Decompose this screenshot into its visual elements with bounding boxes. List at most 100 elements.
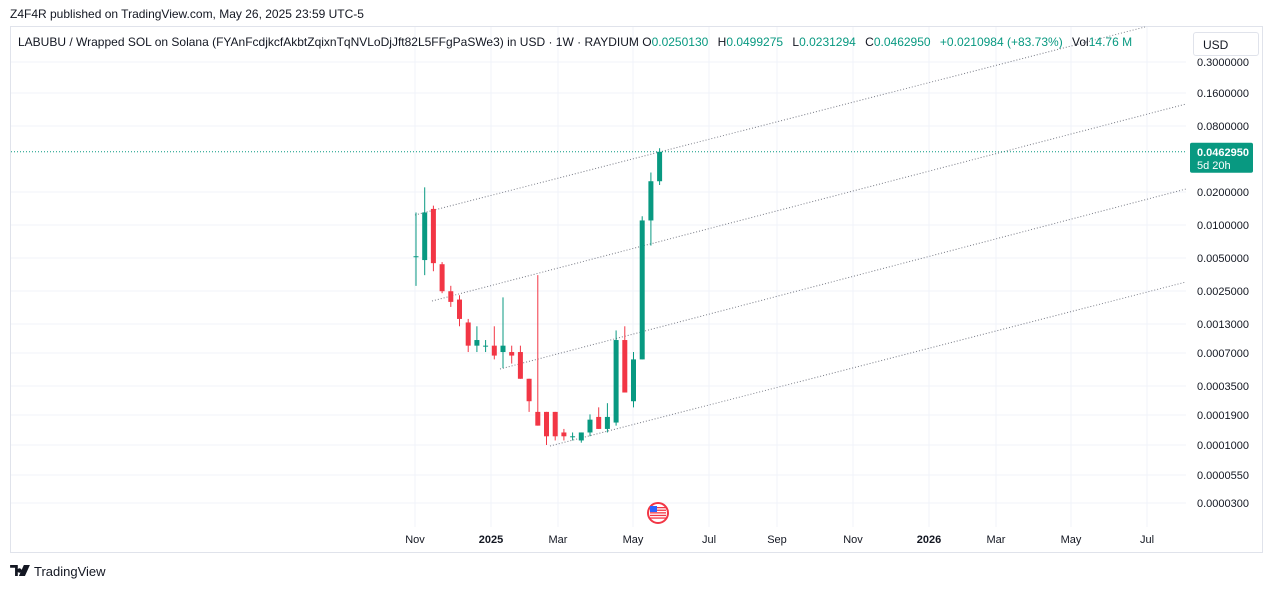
candle (544, 411, 549, 445)
candle-body (657, 151, 663, 182)
candle-body (491, 345, 497, 356)
y-tick-label: 0.0007000 (1197, 348, 1249, 360)
candle-body (474, 340, 480, 346)
candle (535, 275, 541, 426)
y-tick-label: 0.0025000 (1197, 286, 1249, 298)
x-tick-label: Mar (987, 534, 1006, 546)
candle (509, 345, 515, 364)
candle-body (631, 359, 636, 402)
candle (604, 403, 610, 433)
candle (517, 345, 523, 379)
candle (613, 330, 619, 426)
candle (552, 411, 558, 441)
flag-stripe (650, 512, 666, 514)
change-value: +0.0210984 (+83.73%) (939, 35, 1063, 49)
close-value: 0.0462950 (873, 35, 931, 49)
x-tick-label: Nov (843, 534, 863, 546)
candle (587, 414, 593, 437)
x-tick-label: 2026 (917, 534, 941, 546)
high-value: 0.0499275 (726, 35, 784, 49)
symbol-title: LABUBU / Wrapped SOL on Solana (FYAnFcdj… (18, 35, 639, 49)
candle-body (552, 411, 558, 437)
channel-line (414, 26, 1146, 216)
grid-lines (11, 27, 1186, 527)
candle (639, 216, 645, 360)
tradingview-logo-text: TradingView (34, 564, 106, 579)
low-value: 0.0231294 (799, 35, 856, 49)
y-tick-label: 0.0003500 (1197, 381, 1249, 393)
bar-countdown: 5d 20h (1197, 160, 1231, 172)
x-tick-label: Jul (702, 534, 716, 546)
candle-body (544, 411, 549, 437)
flag-stripe (650, 507, 666, 509)
flag-canton (650, 506, 657, 512)
candle (465, 318, 471, 353)
candle (596, 407, 602, 429)
candle-body (570, 436, 576, 438)
y-tick-label: 0.0001000 (1197, 440, 1249, 452)
volume-value: 14.76 M (1088, 35, 1133, 49)
us-flag-icon (647, 502, 669, 524)
candle-body (457, 299, 462, 319)
candle (657, 148, 663, 186)
volume-label: Vol (1072, 35, 1089, 49)
candle (526, 378, 532, 412)
candle (622, 326, 628, 393)
currency-button[interactable]: USD (1193, 32, 1259, 56)
candle (570, 432, 576, 441)
y-tick-label: 0.0800000 (1197, 121, 1249, 133)
candles (413, 148, 663, 445)
y-tick-label: 0.0001900 (1197, 410, 1249, 422)
candle-body (526, 378, 532, 402)
candle-body (578, 432, 584, 441)
candle (500, 297, 506, 369)
candle (578, 432, 584, 443)
flag-stripe (650, 509, 666, 511)
candle-body (639, 220, 645, 360)
candle-body (439, 264, 445, 292)
x-tick-label: May (623, 534, 644, 546)
y-tick-label: 0.0000300 (1197, 498, 1249, 510)
candle-body (648, 181, 654, 221)
open-label: O (642, 35, 652, 49)
candle (561, 428, 567, 441)
chart-panel[interactable] (10, 26, 1263, 553)
candle (430, 205, 436, 272)
published-caption: Z4F4R published on TradingView.com, May … (10, 7, 364, 21)
candle-body (517, 352, 523, 379)
open-value: 0.0250130 (651, 35, 709, 49)
candle-body (509, 352, 515, 356)
candle (631, 352, 636, 408)
tradingview-logo[interactable]: TradingView (10, 564, 106, 579)
flag-stripe (650, 517, 666, 519)
candle-body (535, 411, 541, 426)
candle (474, 326, 480, 353)
last-price-value: 0.0462950 (1197, 147, 1249, 159)
x-tick-label: Jul (1140, 534, 1154, 546)
last-price-badge (1190, 142, 1253, 173)
y-tick-label: 0.0100000 (1197, 220, 1249, 232)
candle (648, 172, 654, 246)
candle-body (465, 322, 471, 346)
candle-body (483, 345, 489, 347)
channel-line (549, 281, 1187, 447)
candle-body (613, 340, 619, 423)
close-label: C (865, 35, 874, 49)
candle (439, 262, 445, 294)
y-tick-label: 0.3000000 (1197, 57, 1249, 69)
high-label: H (717, 35, 727, 49)
candle-body (561, 432, 567, 437)
channel-line (499, 188, 1187, 370)
candle (413, 212, 419, 286)
channel-line (431, 103, 1187, 302)
y-tick-label: 0.0200000 (1197, 187, 1249, 199)
y-tick-label: 0.0013000 (1197, 319, 1249, 331)
y-tick-label: 0.0050000 (1197, 253, 1249, 265)
x-tick-label: Sep (767, 534, 787, 546)
candle-body (604, 416, 610, 429)
x-tick-label: Nov (405, 534, 425, 546)
tradingview-logo-icon (10, 564, 30, 579)
x-tick-label: Mar (549, 534, 568, 546)
